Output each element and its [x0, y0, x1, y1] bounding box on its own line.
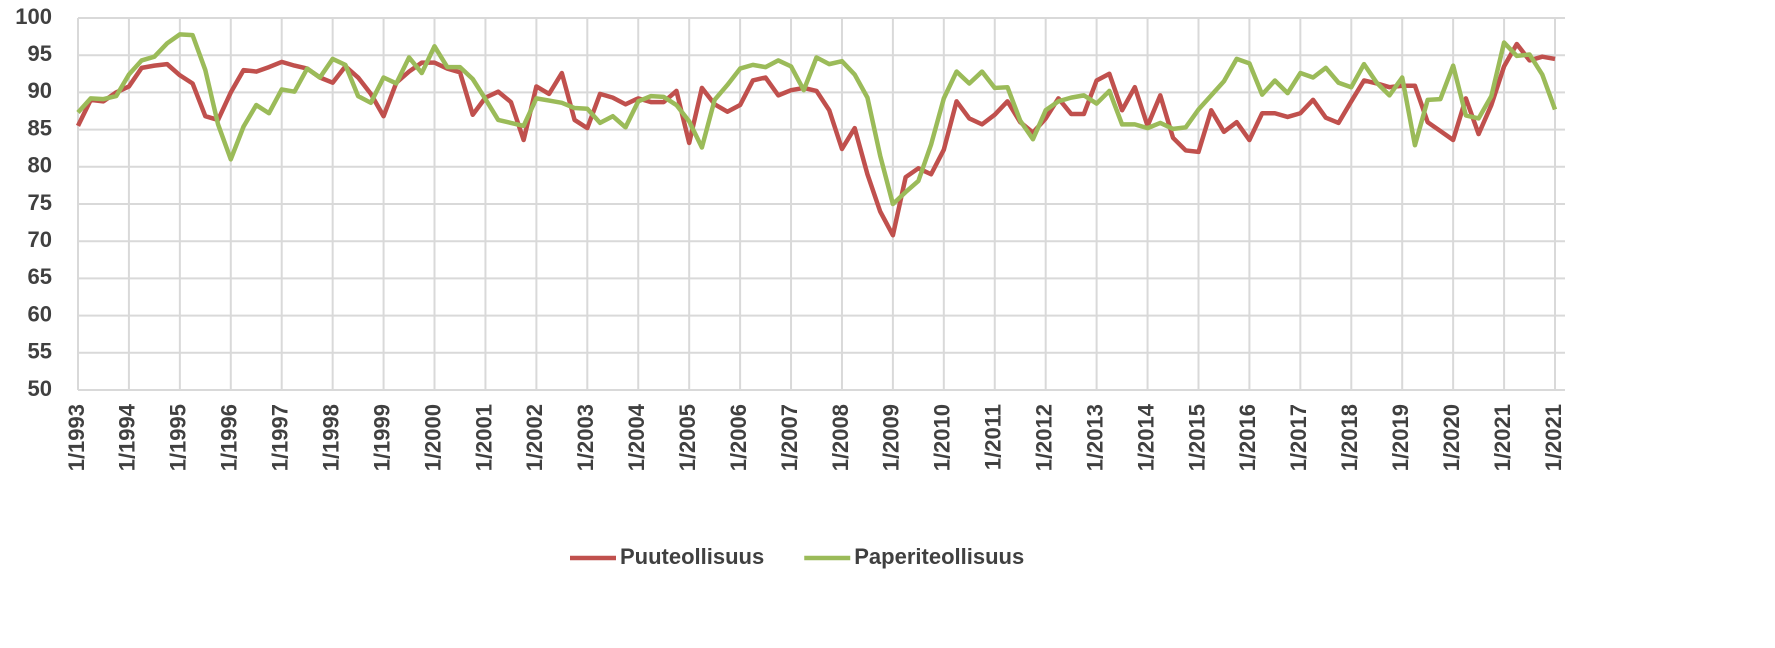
y-tick-label: 70	[28, 227, 52, 252]
x-tick-label: 1/2000	[420, 404, 445, 471]
x-tick-label: 1/1994	[115, 403, 140, 471]
y-tick-label: 100	[15, 4, 52, 29]
y-tick-label: 80	[28, 153, 52, 178]
y-tick-label: 55	[28, 339, 52, 364]
y-tick-label: 50	[28, 376, 52, 401]
x-tick-label: 1/2021	[1541, 404, 1566, 471]
y-tick-label: 60	[28, 301, 52, 326]
y-tick-label: 90	[28, 78, 52, 103]
y-tick-label: 85	[28, 115, 52, 140]
x-tick-label: 1/2008	[828, 404, 853, 471]
legend-label: Paperiteollisuus	[854, 544, 1024, 569]
y-tick-label: 65	[28, 264, 52, 289]
x-tick-label: 1/2002	[522, 404, 547, 471]
x-tick-label: 1/2009	[879, 404, 904, 471]
series-line	[76, 32, 1558, 207]
x-tick-label: 1/2001	[471, 404, 496, 471]
y-tick-label: 75	[28, 190, 52, 215]
x-tick-label: 1/2014	[1133, 403, 1158, 471]
x-tick-label: 1/2015	[1184, 404, 1209, 471]
x-tick-label: 1/1993	[64, 404, 89, 471]
x-tick-label: 1/2021	[1490, 404, 1515, 471]
x-tick-label: 1/2006	[726, 404, 751, 471]
x-tick-label: 1/1997	[268, 404, 293, 471]
x-tick-label: 1/2004	[624, 403, 649, 471]
x-tick-label: 1/2003	[573, 404, 598, 471]
x-tick-label: 1/2017	[1286, 404, 1311, 471]
x-tick-label: 1/2012	[1032, 404, 1057, 471]
series-line	[75, 41, 1556, 238]
x-tick-label: 1/2007	[777, 404, 802, 471]
x-tick-label: 1/2018	[1337, 404, 1362, 471]
x-tick-label: 1/1998	[318, 404, 343, 471]
x-tick-label: 1/1996	[217, 404, 242, 471]
x-tick-label: 1/1995	[166, 404, 191, 471]
x-tick-label: 1/2005	[675, 404, 700, 471]
x-tick-label: 1/2010	[930, 404, 955, 471]
x-tick-label: 1/2016	[1235, 404, 1260, 471]
x-tick-label: 1/1999	[369, 404, 394, 471]
x-tick-label: 1/2011	[981, 404, 1006, 470]
y-tick-label: 95	[28, 41, 52, 66]
x-tick-label: 1/2019	[1388, 404, 1413, 471]
legend-label: Puuteollisuus	[620, 544, 764, 569]
x-tick-label: 1/2013	[1082, 404, 1107, 471]
x-tick-label: 1/2020	[1439, 404, 1464, 471]
